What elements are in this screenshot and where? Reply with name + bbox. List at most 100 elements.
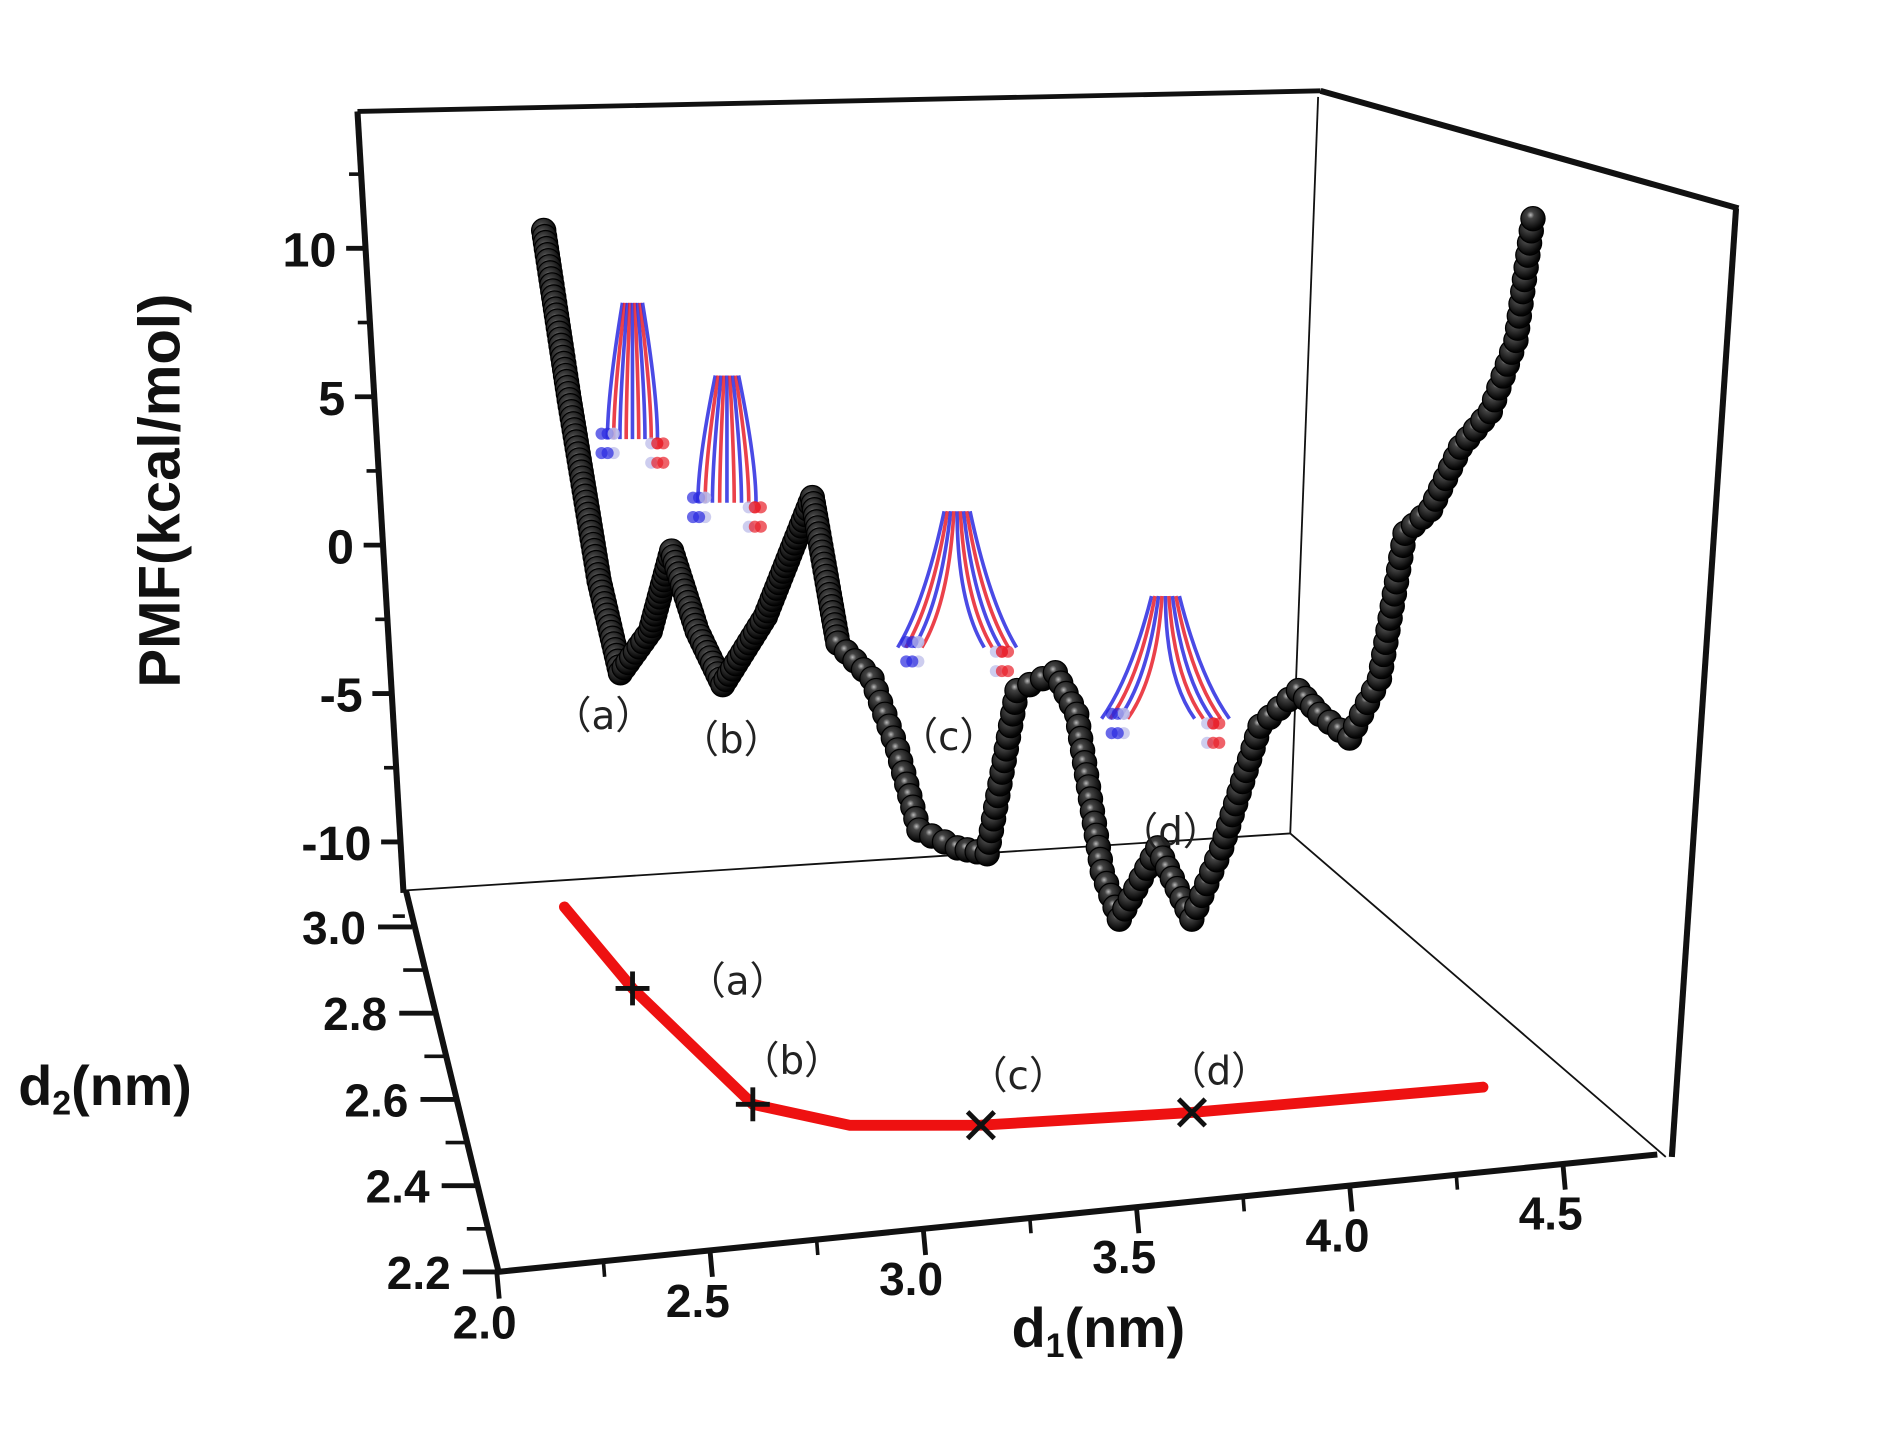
- d1-major-tick: [1560, 1162, 1568, 1190]
- path-marker-label: （b）: [741, 1039, 843, 1084]
- protein-helix: [1170, 595, 1214, 720]
- path-marker: [615, 971, 650, 1006]
- cross-marker-b: [965, 1110, 996, 1141]
- protein-helix: [1163, 596, 1197, 720]
- protein-helix: [618, 302, 630, 440]
- protein-helix: [958, 511, 994, 649]
- protein-helix: [1177, 595, 1231, 720]
- path-marker-label: （c）: [969, 1054, 1068, 1099]
- d1-title-unit: (nm): [1065, 1297, 1186, 1359]
- floor-right-edge: [1289, 832, 1667, 1158]
- protein-domain-blob: [693, 510, 706, 524]
- protein-helix: [1167, 595, 1205, 720]
- d1-tick-label: 2.0: [453, 1297, 517, 1349]
- protein-helix: [1126, 595, 1164, 720]
- right-top-edge: [1319, 87, 1740, 212]
- protein-domain-blob: [1207, 717, 1220, 730]
- d1-tick-label: 3.5: [1092, 1231, 1156, 1283]
- d1-title-sub: 1: [1046, 1327, 1065, 1365]
- protein-helix: [633, 302, 641, 440]
- protein-helix: [965, 510, 1011, 649]
- pmf-tick-label: 10: [283, 224, 337, 278]
- path-marker: [735, 1087, 770, 1122]
- protein-helix: [638, 302, 654, 440]
- d1-minor-tick: [1241, 1195, 1247, 1212]
- d1-major-tick: [1133, 1206, 1142, 1234]
- pmf-tick-label: 0: [327, 520, 354, 574]
- protein-domain-blob: [1213, 736, 1226, 749]
- d2-title-main: d: [18, 1055, 52, 1117]
- protein-structure-icon: [1100, 595, 1231, 749]
- d1-minor-tick: [601, 1260, 607, 1277]
- cross-marker-b: [1176, 1097, 1207, 1128]
- plot-box: [354, 87, 1740, 1276]
- d1-tick-label: 4.0: [1306, 1209, 1370, 1261]
- protein-helix: [1174, 595, 1223, 720]
- protein-domain-blob: [754, 520, 767, 533]
- protein-structure-icon: [896, 510, 1019, 678]
- pmf-state-label: （d）: [1119, 810, 1221, 855]
- protein-domain-blob: [748, 501, 761, 514]
- protein-domain-blob: [1111, 727, 1124, 740]
- protein-domain-blob: [595, 427, 608, 440]
- pmf-state-label: （a）: [553, 694, 654, 739]
- protein-helix: [736, 375, 758, 503]
- pmf-tick-label: -10: [301, 817, 371, 871]
- path-marker: [965, 1110, 996, 1141]
- protein-helix: [730, 375, 744, 503]
- d2-axis-title: d2(nm): [18, 1055, 192, 1123]
- protein-structure-icon: [686, 375, 767, 533]
- pmf-axis-title: PMF(kcal/mol): [127, 294, 192, 688]
- protein-helix: [968, 510, 1019, 649]
- d1-tick-label: 3.0: [879, 1253, 943, 1305]
- protein-domain-blob: [1105, 707, 1118, 720]
- d1-minor-tick: [814, 1239, 820, 1256]
- protein-domain-blob: [686, 491, 700, 504]
- d1-tick-label: 4.5: [1519, 1188, 1583, 1240]
- protein-domain-blob: [900, 635, 913, 649]
- d2-tick-label: 2.4: [366, 1161, 430, 1213]
- d1-tick-label: 2.5: [666, 1275, 730, 1327]
- protein-helix: [920, 511, 956, 649]
- d1-axis-line: [496, 1151, 1658, 1275]
- pmf-tick-label: -5: [320, 669, 363, 723]
- pmf-series: [530, 205, 1546, 932]
- d2-tick-label: 3.0: [302, 902, 366, 954]
- path-marker-label: （d）: [1168, 1050, 1270, 1095]
- pmf-state-label: （c）: [899, 715, 998, 760]
- protein-helix: [961, 511, 1002, 649]
- protein-helix: [635, 302, 647, 440]
- d1-minor-tick: [1027, 1217, 1033, 1234]
- annotations: （a） （b） （c） （d）: [553, 694, 1222, 855]
- protein-helix: [624, 302, 632, 440]
- protein-helix: [733, 375, 751, 503]
- back-right-edge: [1289, 96, 1320, 834]
- protein-domain-blob: [699, 491, 712, 504]
- path-marker-label: （a）: [687, 959, 788, 1004]
- d1-major-tick: [920, 1228, 929, 1256]
- pmf-line: [541, 218, 1536, 926]
- pmf-tick-label: 5: [318, 372, 345, 426]
- back-top-edge: [357, 88, 1321, 114]
- reaction-path-series: （a） （b） （c） （d）: [558, 901, 1489, 1141]
- axis-ticks: 10 5 0 -5 -10 2.0 2.5 3.0 3.5 4.0 4.5 3.0 2.8 2.6 2.4 2…: [283, 172, 1583, 1349]
- pmf-state-label: （b）: [680, 718, 782, 763]
- protein-domain-blob: [912, 635, 925, 649]
- path-marker: [1176, 1097, 1207, 1128]
- pmf-data-point: [1520, 205, 1546, 232]
- protein-domain-blob: [1001, 665, 1015, 678]
- floor-back-edge: [405, 832, 1291, 892]
- d1-title-main: d: [1012, 1297, 1046, 1359]
- pmf-axis-line: [354, 111, 407, 893]
- front-right-edge: [1668, 208, 1740, 1158]
- d1-major-tick: [707, 1249, 715, 1278]
- protein-helix: [710, 375, 723, 503]
- protein-structure-icon: [595, 302, 670, 469]
- protein-domain-blob: [906, 655, 919, 668]
- d2-tick-label: 2.2: [387, 1247, 451, 1299]
- protein-domain-blob: [607, 427, 620, 440]
- protein-domain-blob: [1117, 707, 1130, 720]
- d2-title-unit: (nm): [71, 1055, 192, 1117]
- d1-minor-tick: [1454, 1173, 1460, 1190]
